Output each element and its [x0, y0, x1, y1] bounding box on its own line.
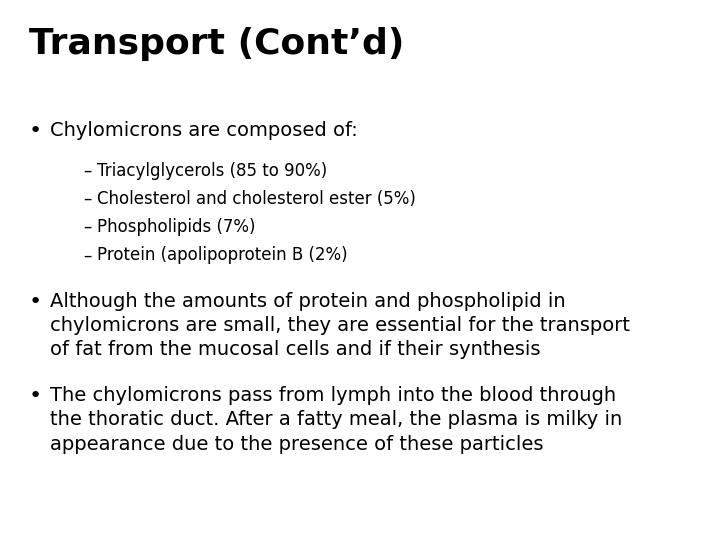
Text: –: – [83, 218, 91, 236]
Text: Transport (Cont’d): Transport (Cont’d) [29, 27, 404, 61]
Text: Protein (apolipoprotein B (2%): Protein (apolipoprotein B (2%) [97, 246, 348, 264]
Text: –: – [83, 190, 91, 208]
Text: Chylomicrons are composed of:: Chylomicrons are composed of: [50, 122, 358, 140]
Text: –: – [83, 162, 91, 180]
Text: •: • [29, 122, 42, 141]
Text: •: • [29, 386, 42, 406]
Text: Triacylglycerols (85 to 90%): Triacylglycerols (85 to 90%) [97, 162, 328, 180]
Text: The chylomicrons pass from lymph into the blood through
the thoratic duct. After: The chylomicrons pass from lymph into th… [50, 386, 623, 454]
Text: Cholesterol and cholesterol ester (5%): Cholesterol and cholesterol ester (5%) [97, 190, 416, 208]
Text: Phospholipids (7%): Phospholipids (7%) [97, 218, 256, 236]
Text: –: – [83, 246, 91, 264]
Text: Although the amounts of protein and phospholipid in
chylomicrons are small, they: Although the amounts of protein and phos… [50, 292, 631, 359]
Text: •: • [29, 292, 42, 312]
